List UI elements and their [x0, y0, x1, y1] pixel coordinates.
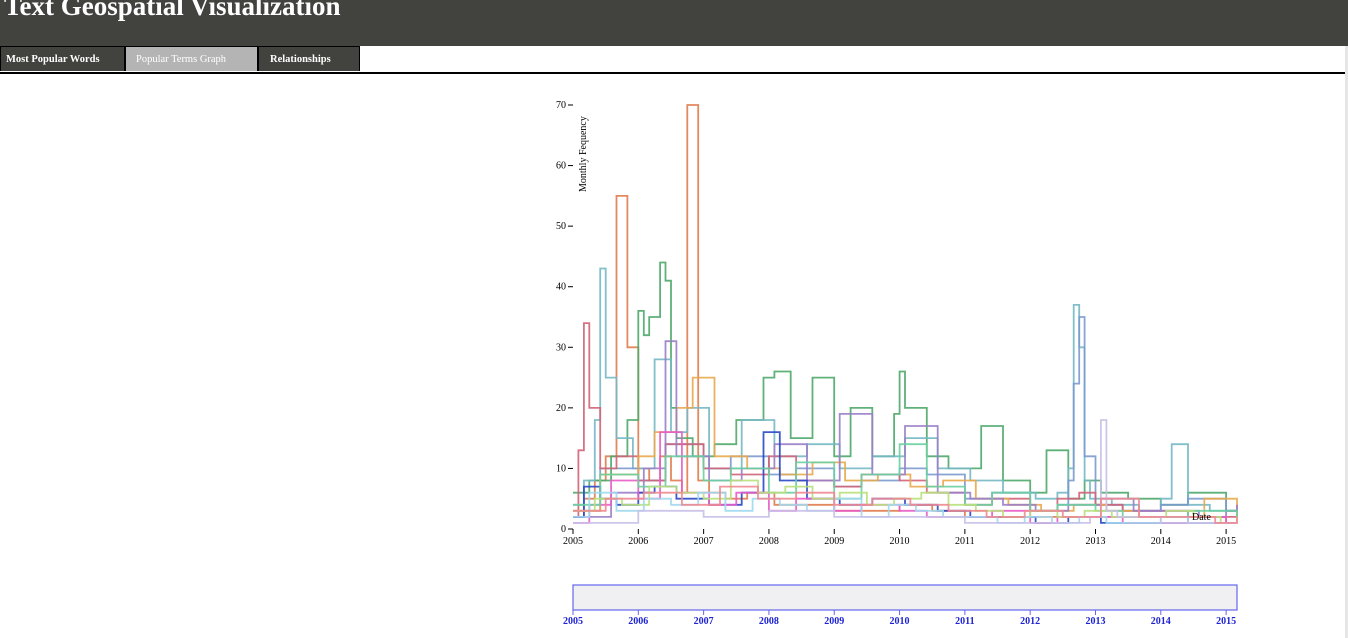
x-axis: 2005 2006 2007 2008 2009 2010 2011 2012 2013 2014… [563, 529, 1236, 547]
x-tick-label: 2008 [759, 536, 779, 547]
y-tick-label: 0 [561, 524, 566, 535]
y-axis: 0 10 20 30 40 50 60 70 [556, 100, 573, 535]
page-title: Text Geospatial Visualization [4, 0, 341, 21]
scrollbar[interactable] [1345, 46, 1348, 638]
series-line-11 [573, 491, 1237, 524]
x-tick-label: 2007 [694, 536, 714, 547]
series-line-6 [573, 340, 1238, 518]
x-tick-label: 2009 [824, 536, 844, 547]
brush-tick-label: 2010 [890, 616, 910, 627]
series-line-13 [573, 485, 1238, 524]
brush-tick-label: 2013 [1085, 616, 1105, 627]
x-axis-label: Date [1192, 512, 1211, 523]
brush-tick-label: 2008 [759, 616, 779, 627]
series-line-1 [573, 261, 1237, 512]
brush-tick-label: 2014 [1151, 616, 1171, 627]
brush-tick-label: 2007 [694, 616, 714, 627]
y-tick-label: 70 [556, 100, 566, 111]
brush-tick-label: 2015 [1216, 616, 1236, 627]
x-tick-label: 2010 [890, 536, 910, 547]
series-line-3 [573, 316, 1238, 512]
x-tick-label: 2005 [563, 536, 583, 547]
tab-relationships[interactable]: Relationships [258, 46, 360, 71]
tab-popular-terms-graph[interactable]: Popular Terms Graph [125, 46, 258, 71]
brush-tick-label: 2009 [824, 616, 844, 627]
brush-tick-label: 2011 [955, 616, 974, 627]
series-line-4 [573, 322, 1237, 518]
app-header: Text Geospatial Visualization [0, 0, 1348, 46]
series-layer [573, 104, 1238, 524]
x-tick-label: 2012 [1020, 536, 1040, 547]
brush-tick-label: 2012 [1020, 616, 1040, 627]
x-tick-label: 2013 [1085, 536, 1105, 547]
series-line-12 [573, 419, 1237, 524]
tab-most-popular-words[interactable]: Most Popular Words [0, 46, 125, 71]
brush-axis: 2005 2006 2007 2008 2009 2010 2011 2012 2013 2014… [563, 610, 1236, 627]
brush-tick-label: 2005 [563, 616, 583, 627]
y-axis-label: Monthly Fequency [578, 116, 589, 192]
brush-tick-label: 2006 [628, 616, 648, 627]
tab-bar: Most Popular Words Popular Terms Graph R… [0, 46, 1345, 74]
x-tick-label: 2006 [628, 536, 648, 547]
x-tick-label: 2011 [955, 536, 975, 547]
y-tick-label: 50 [556, 221, 566, 232]
x-tick-label: 2014 [1151, 536, 1171, 547]
y-tick-label: 30 [556, 342, 566, 353]
y-tick-label: 20 [556, 403, 566, 414]
y-tick-label: 40 [556, 282, 566, 293]
y-tick-label: 10 [556, 463, 566, 474]
y-tick-label: 60 [556, 161, 566, 172]
brush-area[interactable] [572, 584, 1238, 611]
x-tick-label: 2015 [1216, 536, 1236, 547]
date-brush[interactable] [572, 584, 1238, 611]
